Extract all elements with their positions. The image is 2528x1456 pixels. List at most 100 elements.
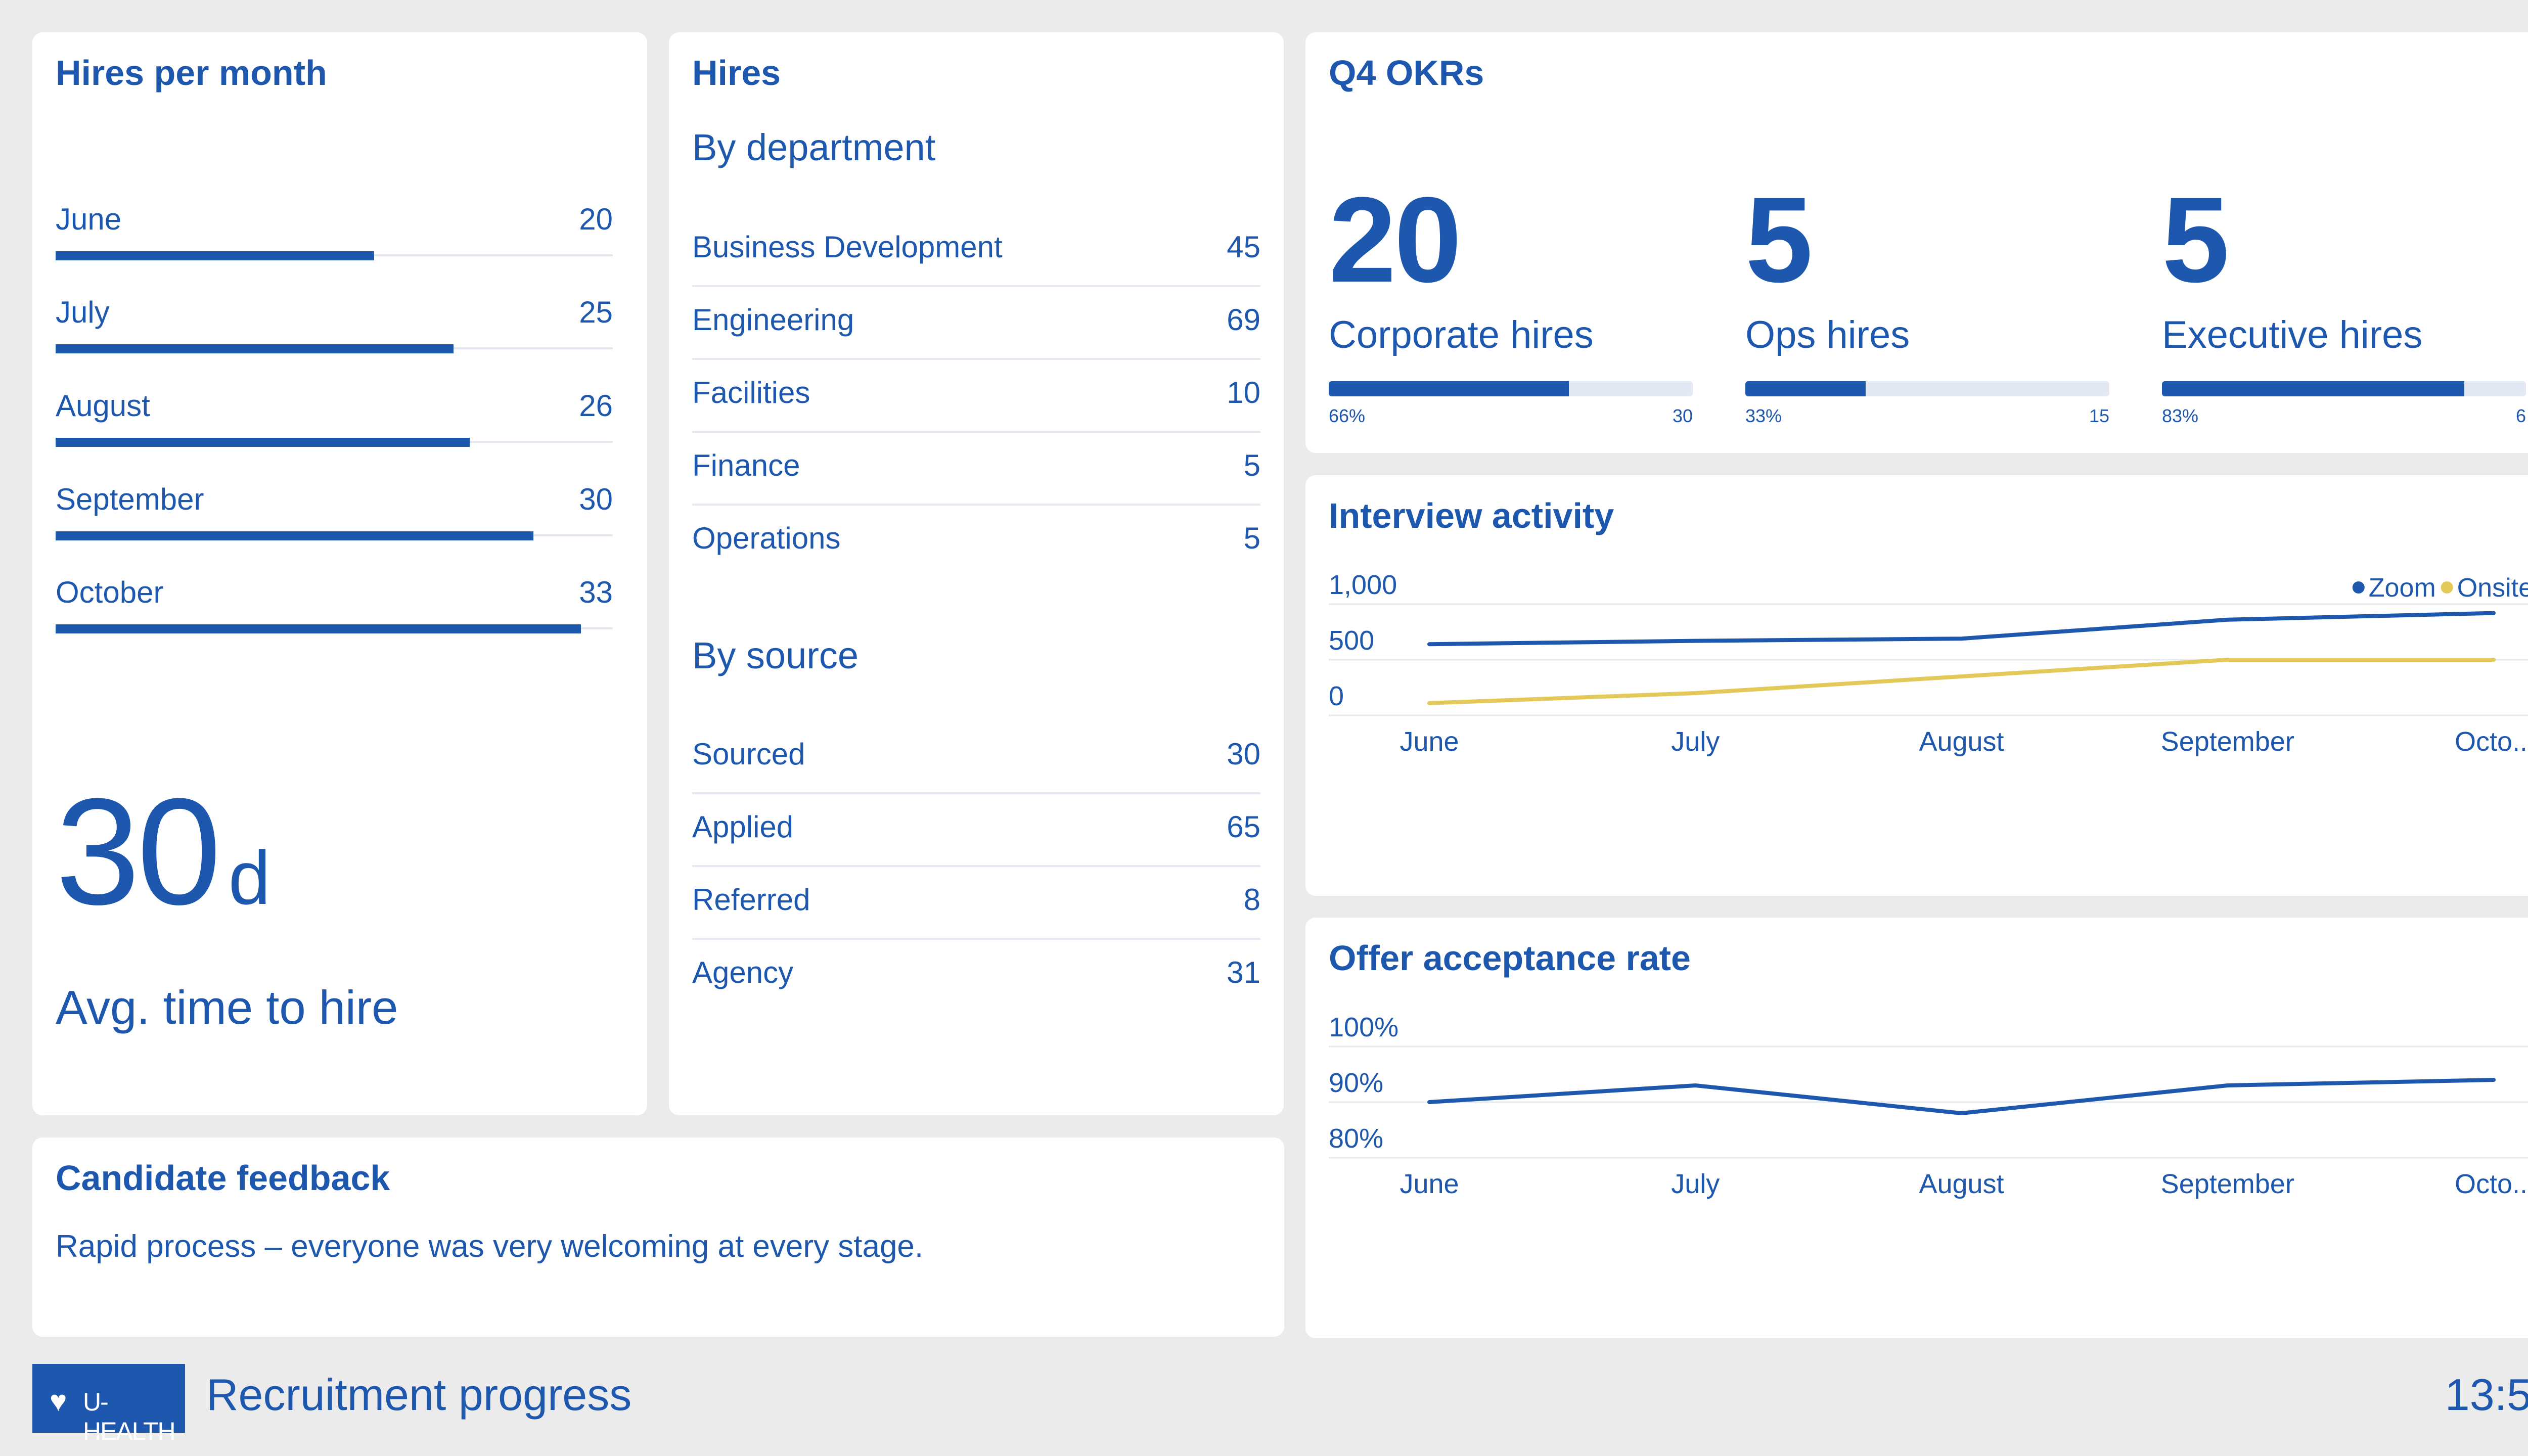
hires-breakdown-card: Hires By department Business Development…: [669, 32, 1284, 1115]
department-row: Engineering 69: [692, 287, 1260, 360]
avg-time-unit: d: [228, 835, 271, 920]
month-label: August: [56, 389, 150, 423]
department-row: Business Development 45: [692, 214, 1260, 287]
okr-progress-fill: [1329, 381, 1569, 396]
avg-time-to-hire-label: Avg. time to hire: [56, 981, 398, 1034]
feedback-quote: Rapid process – everyone was very welcom…: [56, 1229, 924, 1264]
month-bar-fill: [56, 531, 533, 540]
card-title: Candidate feedback: [56, 1158, 390, 1198]
month-bar-fill: [56, 251, 374, 260]
month-bar-track: [56, 438, 613, 447]
x-tick-label: September: [2161, 726, 2294, 757]
okr-target: 6: [2515, 405, 2526, 426]
okr-label: Ops hires: [1745, 313, 1910, 356]
heart-icon: ♥: [50, 1385, 67, 1418]
card-title: Interview activity: [1329, 496, 1614, 535]
department-value: 5: [1243, 448, 1260, 482]
interview-activity-card: Interview activity 0 500 1,000 June July Augu…: [1305, 475, 2528, 896]
legend-dot-icon: [2441, 581, 2453, 594]
legend-label: Onsite: [2457, 573, 2528, 603]
month-bar-track: [56, 344, 613, 353]
department-value: 5: [1243, 521, 1260, 555]
source-row: Agency 31: [692, 940, 1260, 1013]
department-row: Finance 5: [692, 433, 1260, 506]
month-value: 20: [579, 202, 613, 236]
y-tick-label: 500: [1329, 625, 1374, 656]
okr-progress-fill: [1745, 381, 1866, 396]
okr-value: 5: [1745, 172, 1813, 307]
department-label: Business Development: [692, 230, 1003, 264]
x-tick-label: Octo...: [2455, 1169, 2528, 1199]
month-bar-fill: [56, 438, 470, 447]
month-value: 33: [579, 575, 613, 609]
month-label: June: [56, 202, 122, 236]
y-tick-label: 0: [1329, 681, 1344, 711]
card-title: Hires: [692, 53, 781, 93]
month-label: September: [56, 482, 204, 516]
okr-progress-track: [1745, 381, 2109, 396]
logo-text: U-HEALTH: [83, 1388, 176, 1445]
interview-activity-chart: 0 500 1,000 June July August September Octo... O…: [1329, 570, 2528, 757]
source-label: Agency: [692, 956, 794, 989]
x-tick-label: July: [1671, 1169, 1720, 1199]
month-value: 30: [579, 482, 613, 516]
month-label: October: [56, 575, 164, 609]
okr-value: 20: [1329, 172, 1462, 307]
by-source-heading: By source: [692, 634, 859, 676]
candidate-feedback-card: Candidate feedback Rapid process – every…: [32, 1138, 1284, 1337]
source-value: 30: [1227, 737, 1260, 771]
x-tick-label: Octo...: [2455, 726, 2528, 757]
source-label: Applied: [692, 810, 794, 844]
department-value: 69: [1227, 303, 1260, 337]
u-health-logo: ♥ U-HEALTH: [32, 1364, 185, 1445]
department-label: Facilities: [692, 376, 810, 410]
department-row: Facilities 10: [692, 360, 1260, 433]
department-label: Operations: [692, 521, 841, 555]
clock-time: 13:53: [2445, 1370, 2528, 1420]
hires-month-row: June 20: [56, 202, 613, 262]
hires-month-row: July 25: [56, 295, 613, 355]
month-bar-fill: [56, 624, 581, 633]
card-title: Hires per month: [56, 53, 327, 93]
month-bar-fill: [56, 344, 454, 353]
avg-time-number: 30: [56, 766, 221, 936]
y-tick-label: 80%: [1329, 1123, 1383, 1154]
x-tick-label: July: [1671, 726, 1720, 757]
series-line: [1427, 611, 2496, 647]
month-bar-track: [56, 531, 613, 540]
source-label: Referred: [692, 883, 810, 917]
legend-label: Zoom: [2369, 573, 2436, 603]
card-title: Offer acceptance rate: [1329, 938, 1691, 978]
okr-target: 15: [2089, 405, 2109, 426]
okr-percent: 83%: [2162, 405, 2199, 426]
month-bar-track: [56, 251, 613, 260]
x-tick-label: September: [2161, 1169, 2294, 1199]
hires-month-row: August 26: [56, 388, 613, 449]
x-tick-label: June: [1400, 1169, 1459, 1199]
month-bar-track: [56, 624, 613, 633]
month-value: 25: [579, 295, 613, 329]
legend-dot-icon: [2352, 581, 2365, 594]
source-row: Referred 8: [692, 867, 1260, 940]
month-label: July: [56, 295, 110, 329]
y-tick-label: 100%: [1329, 1012, 1398, 1042]
x-tick-label: August: [1919, 1169, 2004, 1199]
source-value: 31: [1227, 956, 1260, 989]
month-value: 26: [579, 389, 613, 423]
y-tick-label: 1,000: [1329, 570, 1397, 600]
offer-acceptance-chart: 80% 90% 100% June July August September Octo...: [1329, 1012, 2528, 1199]
okr-value: 5: [2162, 172, 2229, 307]
y-tick-label: 90%: [1329, 1068, 1383, 1098]
by-department-heading: By department: [692, 126, 936, 168]
department-label: Finance: [692, 448, 800, 482]
x-tick-label: June: [1400, 726, 1459, 757]
series-line: [1427, 658, 2496, 705]
q4-okrs-card: Q4 OKRs 20 Corporate hires 66% 30 5 Ops …: [1305, 32, 2528, 453]
card-title: Q4 OKRs: [1329, 53, 1484, 93]
okr-target: 30: [1672, 405, 1693, 426]
okr-label: Corporate hires: [1329, 313, 1594, 356]
source-row: Sourced 30: [692, 721, 1260, 794]
okr-percent: 66%: [1329, 405, 1366, 426]
offer-acceptance-card: Offer acceptance rate 80% 90% 100% June July…: [1305, 918, 2528, 1338]
hires-month-row: September 30: [56, 482, 613, 542]
